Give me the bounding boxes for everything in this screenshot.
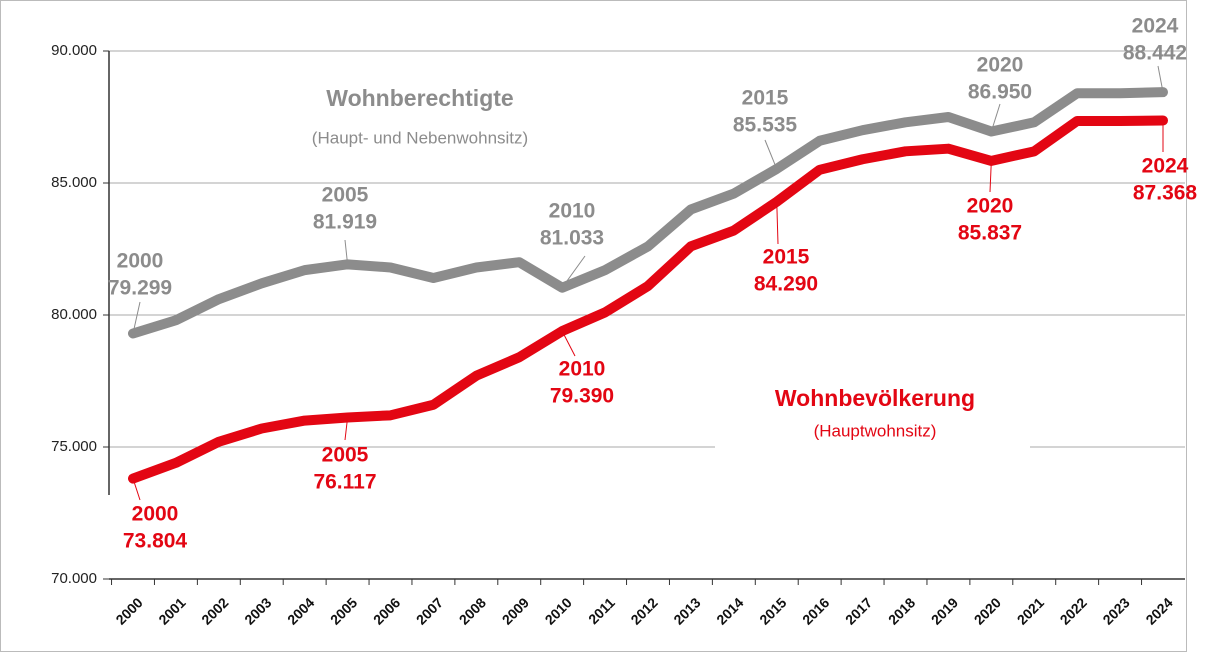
point-year: 2024 (1132, 15, 1179, 38)
x-tick-label: 2019 (928, 594, 961, 627)
point-year: 2020 (967, 195, 1014, 218)
series-note: (Haupt- und Nebenwohnsitz) (312, 128, 528, 147)
x-tick-label: 2008 (456, 594, 489, 627)
point-year: 2010 (549, 200, 596, 223)
leader-line (132, 478, 141, 501)
leader-line (776, 201, 779, 245)
series-label: Wohnberechtigte (326, 85, 513, 111)
y-tick-label: 90.000 (51, 42, 97, 59)
value-label: 85.837 (958, 222, 1022, 245)
value-label: 88.442 (1123, 42, 1187, 65)
x-tick-label: 2002 (198, 594, 231, 627)
point-year: 2000 (132, 503, 179, 526)
value-label: 87.368 (1133, 182, 1198, 205)
value-label: 84.290 (754, 273, 818, 296)
x-tick-label: 2023 (1099, 594, 1132, 627)
leader-line (132, 301, 141, 334)
x-tick-label: 2024 (1142, 594, 1175, 627)
x-tick-label: 2003 (241, 594, 274, 627)
leader-line (561, 330, 576, 357)
point-year: 2005 (322, 184, 369, 207)
x-tick-label: 2006 (370, 594, 403, 627)
series-note: (Hauptwohnsitz) (814, 421, 937, 440)
y-tick-label: 80.000 (51, 306, 97, 323)
x-tick-label: 2015 (756, 594, 789, 627)
point-year: 2000 (117, 250, 164, 273)
x-tick-label: 2017 (842, 594, 875, 627)
leader-line (989, 160, 992, 193)
x-tick-label: 2014 (713, 594, 746, 627)
x-tick-label: 2007 (413, 594, 446, 627)
value-label: 81.033 (540, 227, 604, 250)
point-year: 2010 (559, 358, 606, 381)
x-tick-label: 2013 (670, 594, 703, 627)
series-line (128, 87, 1168, 339)
point-year: 2005 (322, 444, 369, 467)
x-tick-label: 2004 (284, 594, 317, 627)
point-year: 2020 (977, 54, 1024, 77)
x-tick-label: 2001 (155, 594, 188, 627)
leader-line (344, 239, 349, 265)
point-year: 2024 (1142, 155, 1189, 178)
leader-line (561, 255, 586, 289)
value-label: 81.919 (313, 211, 377, 234)
x-tick-label: 2020 (971, 594, 1004, 627)
leader-line (764, 139, 778, 170)
y-tick-label: 85.000 (51, 174, 97, 191)
leader-line (1157, 65, 1164, 93)
point-year: 2015 (742, 87, 789, 110)
x-tick-label: 2010 (542, 594, 575, 627)
x-tick-label: 2018 (885, 594, 918, 627)
y-tick-label: 75.000 (51, 438, 97, 455)
value-label: 79.299 (108, 277, 172, 300)
point-year: 2015 (763, 246, 810, 269)
value-label: 73.804 (123, 530, 188, 553)
x-tick-label: 2005 (327, 594, 360, 627)
value-label: 85.535 (733, 114, 798, 137)
value-label: 86.950 (968, 81, 1032, 104)
x-tick-label: 2022 (1057, 594, 1090, 627)
value-label: 76.117 (313, 471, 376, 494)
label-backdrop (715, 370, 1030, 455)
x-tick-label: 2009 (499, 594, 532, 627)
x-tick-label: 2011 (585, 594, 618, 627)
x-tick-label: 2012 (627, 594, 660, 627)
series-label: Wohnbevölkerung (775, 385, 975, 411)
y-tick-label: 70.000 (51, 570, 97, 587)
x-tick-label: 2000 (112, 594, 145, 627)
leader-line (344, 417, 349, 441)
x-tick-label: 2016 (799, 594, 832, 627)
leader-line (990, 103, 1001, 132)
x-tick-label: 2021 (1014, 594, 1047, 627)
series-line (128, 115, 1168, 484)
value-label: 79.390 (550, 385, 614, 408)
